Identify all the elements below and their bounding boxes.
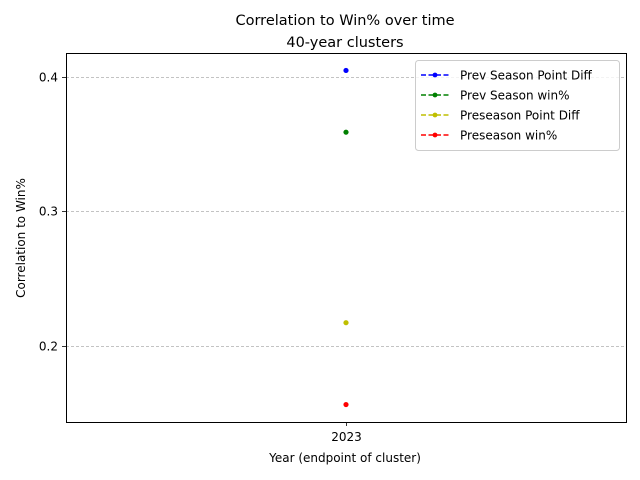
chart-subtitle: 40-year clusters — [286, 35, 403, 51]
y-axis: 0.2 0.3 0.4 — [39, 71, 66, 354]
y-tick-label: 0.2 — [39, 340, 58, 354]
data-point-series-2 — [343, 129, 349, 135]
legend-box — [415, 60, 620, 151]
y-tick-label: 0.4 — [39, 71, 58, 85]
legend-label-series-2: Prev Season win% — [460, 89, 570, 103]
legend-marker-series-4 — [432, 132, 438, 138]
legend-label-series-4: Preseason win% — [460, 129, 557, 143]
legend-label-series-3: Preseason Point Diff — [460, 109, 580, 123]
data-points — [343, 67, 349, 408]
legend: Prev Season Point Diff Prev Season win% Pr… — [415, 60, 620, 151]
legend-marker-series-1 — [432, 72, 438, 78]
y-axis-label: Correlation to Win% — [14, 178, 28, 298]
legend-label-series-1: Prev Season Point Diff — [460, 69, 593, 83]
data-point-series-4 — [343, 401, 349, 408]
legend-marker-series-2 — [432, 92, 438, 98]
y-tick-label: 0.3 — [39, 205, 58, 219]
chart-title: Correlation to Win% over time — [235, 13, 454, 29]
x-axis: 2023 — [331, 422, 362, 444]
legend-marker-series-3 — [432, 112, 438, 118]
x-axis-label: Year (endpoint of cluster) — [268, 451, 421, 465]
x-tick-label: 2023 — [331, 430, 362, 444]
data-point-series-1 — [343, 67, 349, 74]
data-point-series-3 — [343, 320, 349, 326]
